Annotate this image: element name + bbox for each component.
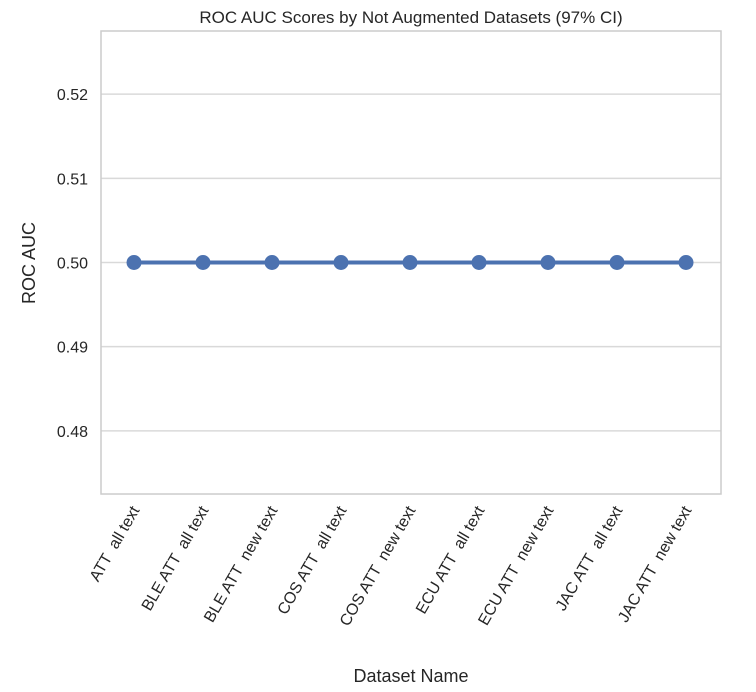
y-tick-labels: 0.48 0.49 0.50 0.51 0.52: [57, 87, 88, 441]
data-point-2: [264, 255, 280, 270]
y-tick-label-4: 0.52: [57, 87, 88, 104]
data-point-0: [126, 255, 142, 270]
chart-title: ROC AUC Scores by Not Augmented Datasets…: [199, 8, 622, 27]
data-point-5: [471, 255, 487, 270]
x-tick-label-5: ECU ATT all text: [413, 503, 489, 617]
data-point-8: [678, 255, 694, 270]
x-tick-label-6: ECU ATT new text: [475, 503, 557, 629]
x-tick-label-2: BLE ATT new text: [201, 503, 282, 625]
data-point-3: [333, 255, 349, 270]
x-tick-label-0: ATT all text: [87, 503, 144, 585]
y-tick-label-0: 0.48: [57, 424, 88, 441]
data-point-1: [195, 255, 211, 270]
y-tick-label-1: 0.49: [57, 340, 88, 357]
x-tick-label-1: BLE ATT all text: [139, 503, 213, 614]
x-tick-label-8: JAC ATT new text: [615, 503, 696, 625]
data-point-7: [609, 255, 625, 270]
y-axis-label: ROC AUC: [19, 222, 39, 304]
x-tick-label-7: JAC ATT all text: [553, 503, 627, 614]
x-tick-label-4: COS ATT new text: [337, 503, 420, 629]
plot-frame: [100, 30, 722, 495]
series-0: [126, 255, 694, 270]
y-tick-label-3: 0.51: [57, 171, 88, 188]
y-tick-label-2: 0.50: [57, 256, 88, 273]
data-point-6: [540, 255, 556, 270]
x-tick-label-3: COS ATT all text: [275, 503, 351, 618]
data-point-4: [402, 255, 418, 270]
x-axis-label: Dataset Name: [353, 666, 468, 686]
